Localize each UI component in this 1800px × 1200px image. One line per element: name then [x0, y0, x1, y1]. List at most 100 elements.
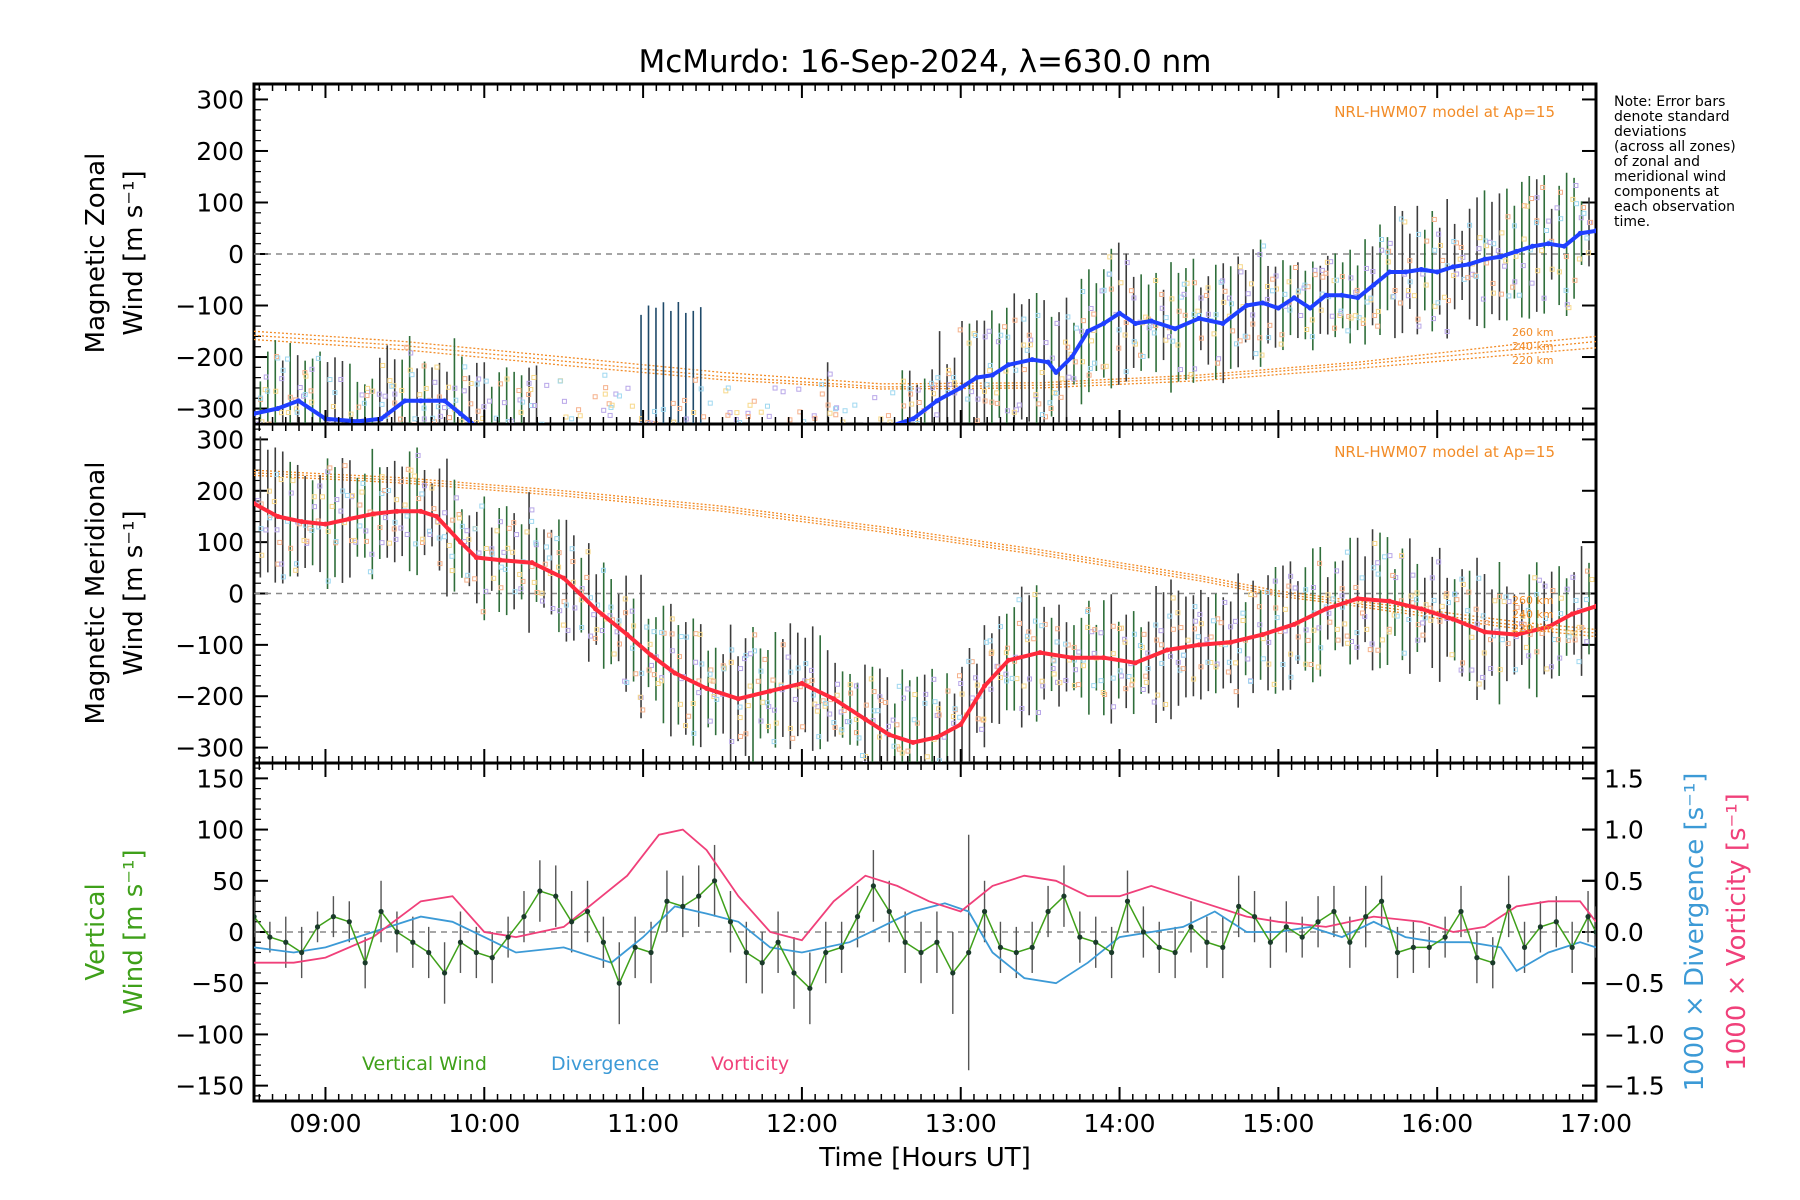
zone-sample	[1100, 364, 1106, 370]
zone-sample	[465, 572, 471, 578]
vertical-wind-point	[1124, 898, 1131, 904]
vertical-wind-point	[1506, 903, 1512, 909]
zone-sample	[1460, 581, 1466, 587]
x-tick-label: 12:00	[766, 1109, 838, 1138]
zone-sample	[617, 484, 621, 488]
zone-sample	[683, 416, 689, 422]
note-line: deviations	[1614, 124, 1686, 140]
zone-sample	[981, 716, 987, 722]
zone-sample	[850, 485, 854, 489]
vertical-panel: 150 100 50 0 −50 −100 −150 1.5 1.0 0.5 0.0 −0.5 −1.0…	[175, 764, 1664, 1100]
zone-sample	[304, 538, 310, 544]
zone-sample	[1143, 673, 1149, 679]
vertical-wind-point	[1299, 934, 1305, 940]
zone-sample	[907, 449, 911, 453]
zone-sample	[1541, 295, 1547, 301]
series-point	[545, 429, 550, 434]
zonal-panel: 300 200 100 0 −100 −200 −300	[175, 85, 1596, 489]
zone-sample	[738, 666, 744, 672]
zone-sample	[685, 429, 689, 433]
zone-sample	[1080, 663, 1086, 669]
zone-sample	[363, 528, 369, 534]
series-point	[1037, 650, 1043, 656]
zone-sample	[979, 726, 985, 732]
zone-sample	[853, 730, 859, 736]
zone-sample	[380, 363, 386, 369]
zone-sample	[1339, 274, 1345, 280]
zone-sample	[579, 586, 585, 592]
zone-sample	[785, 654, 791, 660]
zone-sample	[524, 529, 530, 535]
zone-sample	[391, 526, 397, 532]
zone-sample	[710, 678, 716, 684]
zone-sample	[648, 420, 654, 423]
vertical-wind-point	[1267, 939, 1274, 945]
zone-sample	[588, 467, 592, 471]
zone-sample	[258, 395, 264, 401]
zone-sample	[951, 720, 957, 726]
zone-sample	[266, 421, 272, 423]
zone-sample	[684, 634, 690, 640]
vertical-wind-point	[870, 883, 876, 889]
zone-sample	[404, 531, 410, 537]
zone-sample	[475, 408, 481, 414]
zone-sample	[1140, 686, 1146, 692]
zone-sample	[737, 715, 743, 721]
zone-sample	[1016, 620, 1022, 626]
zone-sample	[379, 474, 385, 480]
zone-sample	[1039, 678, 1045, 684]
zone-sample	[1542, 583, 1548, 589]
zone-sample	[887, 449, 891, 453]
zone-sample	[1563, 254, 1569, 260]
zone-sample	[1287, 307, 1293, 313]
zone-sample	[686, 713, 692, 719]
zone-sample	[1423, 602, 1429, 608]
series-point	[989, 372, 995, 378]
x-tick-label: 11:00	[607, 1109, 679, 1138]
zone-sample	[1191, 280, 1197, 286]
zone-sample	[683, 723, 689, 729]
vertical-wind-point	[727, 919, 734, 925]
vertical-wind-point	[1569, 944, 1575, 950]
zone-sample	[1348, 275, 1354, 281]
zone-sample	[1054, 320, 1060, 326]
zone-sample	[988, 686, 994, 692]
zone-sample	[1436, 559, 1442, 565]
zone-sample	[518, 586, 524, 592]
zone-sample	[1520, 613, 1526, 619]
zone-sample	[787, 725, 793, 731]
zone-sample	[1440, 257, 1446, 263]
zone-sample	[826, 469, 830, 473]
vertical-wind-point	[283, 939, 289, 945]
zone-sample	[431, 506, 437, 512]
zone-sample	[1451, 238, 1457, 244]
zone-sample	[714, 696, 720, 702]
zone-sample	[677, 701, 683, 707]
zone-sample	[1159, 660, 1165, 666]
zone-sample	[646, 667, 652, 673]
zone-sample	[588, 464, 592, 468]
zone-sample	[907, 386, 913, 392]
zone-sample	[707, 671, 713, 677]
zone-sample	[1499, 637, 1505, 643]
zone-sample	[1122, 636, 1128, 642]
zone-sample	[297, 385, 303, 391]
zone-sample	[581, 459, 585, 463]
vertical-wind-point	[1029, 944, 1035, 950]
vertical-wind-point	[1521, 944, 1528, 950]
zone-sample	[1512, 279, 1518, 285]
zonal-ylabel: Magnetic Zonal Wind [m s⁻¹]	[81, 153, 149, 354]
zone-sample	[437, 561, 443, 567]
series-point	[886, 732, 892, 738]
meridional-ylabel-line1: Magnetic Meridional	[81, 462, 111, 725]
zone-sample	[783, 426, 787, 430]
zone-sample	[1169, 296, 1175, 302]
vertical-wind-point	[553, 893, 559, 899]
zone-sample	[1370, 269, 1376, 275]
zone-sample	[1024, 633, 1030, 639]
series-point	[1545, 241, 1551, 247]
zone-sample	[1080, 318, 1086, 324]
y-tick-label: −100	[175, 1020, 244, 1049]
zone-sample	[371, 429, 375, 433]
series-point	[1275, 305, 1281, 311]
